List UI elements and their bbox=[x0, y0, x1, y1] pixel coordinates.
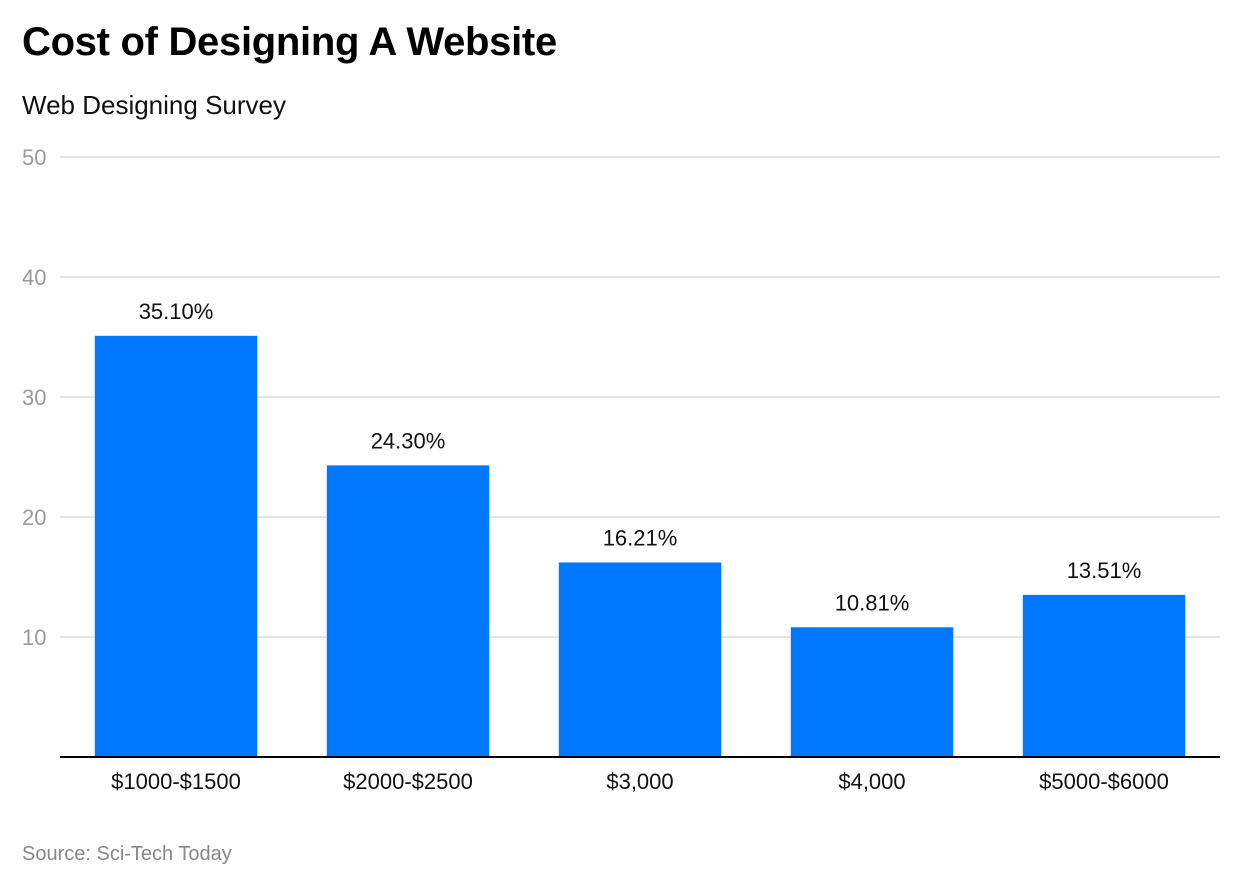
x-axis-categories: $1000-$1500 $2000-$2500 $3,000 $4,000 $5000-… bbox=[111, 769, 1169, 794]
y-tick-label: 10 bbox=[22, 625, 46, 650]
bar bbox=[94, 335, 258, 757]
data-label: 16.21% bbox=[603, 525, 678, 550]
bar bbox=[326, 465, 490, 757]
x-category-label: $5000-$6000 bbox=[1039, 769, 1169, 794]
bar bbox=[1022, 594, 1186, 757]
chart-title: Cost of Designing A Website bbox=[22, 20, 557, 64]
x-category-label: $3,000 bbox=[606, 769, 673, 794]
y-tick-label: 20 bbox=[22, 505, 46, 530]
data-label: 10.81% bbox=[835, 590, 910, 615]
data-labels: 35.10% 24.30% 16.21% 10.81% 13.51% bbox=[139, 299, 1142, 615]
data-label: 13.51% bbox=[1067, 558, 1142, 583]
bars bbox=[94, 335, 1186, 757]
data-label: 24.30% bbox=[371, 428, 446, 453]
y-axis-ticks: 10 20 30 40 50 bbox=[22, 145, 46, 650]
source-note: Source: Sci-Tech Today bbox=[22, 843, 232, 865]
x-category-label: $2000-$2500 bbox=[343, 769, 473, 794]
x-category-label: $1000-$1500 bbox=[111, 769, 241, 794]
bar bbox=[790, 627, 954, 757]
y-tick-label: 30 bbox=[22, 385, 46, 410]
y-tick-label: 50 bbox=[22, 145, 46, 170]
y-tick-label: 40 bbox=[22, 265, 46, 290]
data-label: 35.10% bbox=[139, 299, 214, 324]
x-category-label: $4,000 bbox=[838, 769, 905, 794]
bar bbox=[558, 562, 722, 757]
chart-subtitle: Web Designing Survey bbox=[22, 90, 286, 120]
